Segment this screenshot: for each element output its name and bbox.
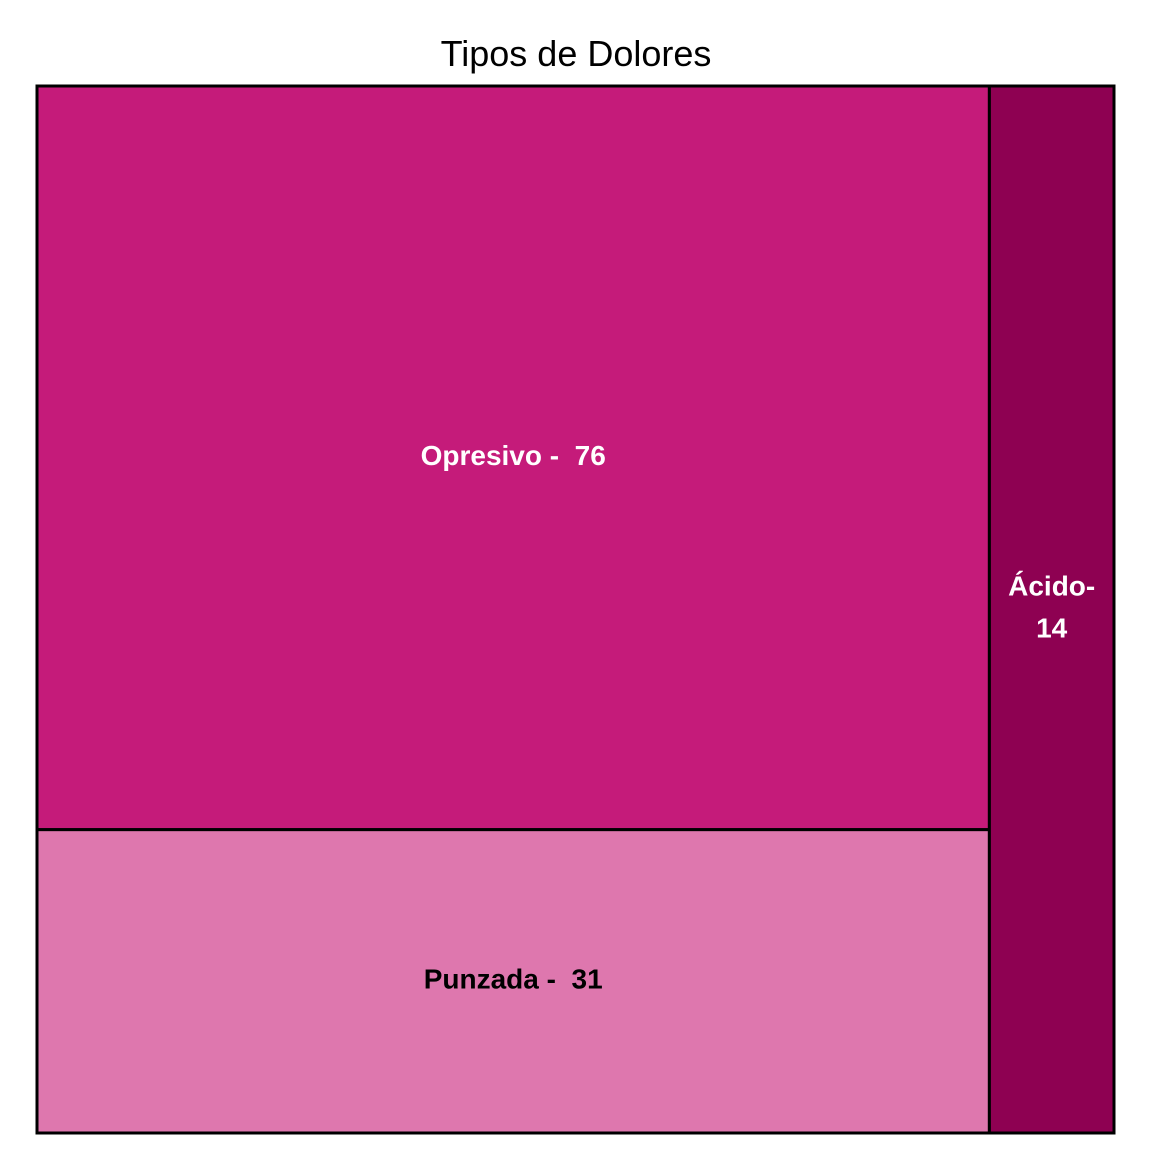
tile-label-line: 14 — [1036, 613, 1068, 644]
tile-label-line: Ácido- — [1008, 571, 1095, 602]
tile-label-acido: Ácido- 14 — [1008, 571, 1095, 644]
tile-punzada — [35, 828, 991, 1135]
tile-label-opresivo: Opresivo - 76 — [421, 440, 606, 471]
chart-title: Tipos de Dolores — [440, 33, 712, 74]
tile-opresivo — [35, 84, 991, 832]
tile-label-line: Opresivo - 76 — [421, 440, 606, 471]
tile-acido — [987, 84, 1116, 1135]
tile-label-punzada: Punzada - 31 — [424, 964, 603, 995]
tile-label-line: Punzada - 31 — [424, 964, 603, 995]
